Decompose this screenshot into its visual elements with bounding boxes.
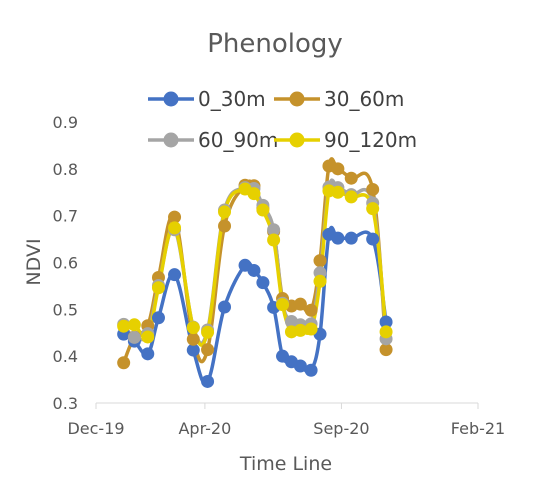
data-point-90_120m (331, 185, 345, 199)
x-tick-label: Apr-20 (178, 419, 231, 438)
data-point-0_30m (379, 315, 393, 329)
y-tick-label: 0.5 (53, 300, 78, 319)
data-point-0_30m (256, 276, 270, 290)
data-point-30_60m (201, 343, 215, 357)
y-tick-label: 0.4 (53, 347, 78, 366)
data-point-0_30m (218, 300, 232, 314)
y-axis-label: NDVI (23, 238, 45, 285)
legend-item-0_30m: 0_30m (148, 87, 266, 111)
data-point-90_120m (344, 190, 358, 204)
legend-label: 0_30m (198, 87, 266, 111)
data-point-90_120m (151, 281, 165, 295)
legend-label: 30_60m (324, 87, 404, 111)
data-point-0_30m (247, 263, 261, 277)
data-point-0_30m (344, 231, 358, 245)
series-points (117, 159, 393, 388)
y-tick-label: 0.8 (53, 160, 78, 179)
data-point-90_120m (201, 325, 215, 339)
data-point-60_90m (127, 330, 141, 344)
legend: 0_30m 30_60m 60_90m 90_120m (148, 87, 417, 152)
legend-marker (163, 91, 179, 107)
data-point-30_60m (218, 219, 232, 233)
data-point-90_120m (247, 187, 261, 201)
legend-marker (289, 91, 305, 107)
data-point-90_120m (218, 205, 232, 219)
data-point-0_30m (331, 231, 345, 245)
data-point-30_60m (366, 182, 380, 196)
legend-item-30_60m: 30_60m (274, 87, 404, 111)
data-point-90_120m (168, 221, 182, 235)
x-tick-label: Dec-19 (67, 419, 124, 438)
data-point-30_60m (168, 210, 182, 224)
y-tick-label: 0.6 (53, 254, 78, 273)
data-point-90_120m (141, 330, 155, 344)
x-axis-label: Time Line (239, 453, 332, 475)
data-point-90_120m (117, 319, 131, 333)
data-point-30_60m (379, 343, 393, 357)
legend-label: 90_120m (324, 128, 417, 152)
x-tick-label: Sep-20 (313, 419, 369, 438)
data-point-30_60m (117, 356, 131, 370)
data-point-30_60m (344, 171, 358, 185)
data-point-0_30m (366, 232, 380, 246)
data-point-90_120m (186, 321, 200, 335)
data-point-90_120m (313, 274, 327, 288)
data-point-0_30m (168, 268, 182, 282)
y-axis-ticks: 0.3 0.4 0.5 0.6 0.7 0.8 0.9 (53, 113, 78, 413)
data-point-0_30m (141, 347, 155, 361)
data-point-0_30m (293, 359, 307, 373)
y-tick-label: 0.3 (53, 394, 78, 413)
data-point-60_90m (267, 223, 281, 237)
legend-marker (289, 132, 305, 148)
data-point-0_30m (304, 363, 318, 377)
data-point-30_60m (186, 332, 200, 346)
data-point-90_120m (127, 318, 141, 332)
chart-title: Phenology (207, 29, 343, 59)
x-tick-label: Feb-21 (451, 419, 505, 438)
data-point-90_120m (293, 323, 307, 337)
legend-item-60_90m: 60_90m (148, 128, 278, 152)
x-axis-ticks: Dec-19 Apr-20 Sep-20 Feb-21 (67, 403, 505, 438)
legend-item-90_120m: 90_120m (274, 128, 417, 152)
data-point-0_30m (151, 311, 165, 325)
data-point-90_120m (256, 203, 270, 217)
data-point-0_30m (201, 374, 215, 388)
y-tick-label: 0.9 (53, 113, 78, 132)
data-point-90_120m (366, 202, 380, 216)
data-point-90_120m (276, 298, 290, 312)
data-point-30_60m (313, 254, 327, 268)
data-point-90_120m (379, 325, 393, 339)
y-tick-label: 0.7 (53, 207, 78, 226)
legend-label: 60_90m (198, 128, 278, 152)
legend-marker (163, 132, 179, 148)
data-point-30_60m (293, 297, 307, 311)
data-point-30_60m (331, 162, 345, 176)
data-point-90_120m (304, 322, 318, 336)
data-point-0_30m (186, 343, 200, 357)
data-point-30_60m (304, 303, 318, 317)
data-point-90_120m (267, 233, 281, 247)
